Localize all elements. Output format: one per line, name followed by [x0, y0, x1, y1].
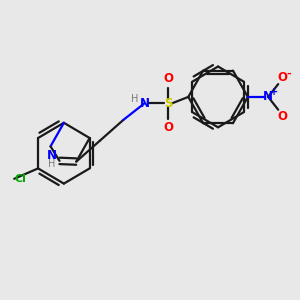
Text: N: N	[140, 97, 149, 110]
Text: O: O	[277, 70, 287, 84]
Text: O: O	[163, 72, 173, 85]
Text: N: N	[263, 90, 273, 104]
Text: -: -	[287, 69, 292, 79]
Text: H: H	[131, 94, 139, 103]
Text: O: O	[163, 122, 173, 134]
Text: S: S	[164, 97, 172, 110]
Text: O: O	[277, 110, 287, 123]
Text: N: N	[47, 149, 57, 163]
Text: +: +	[270, 87, 278, 97]
Text: H: H	[48, 159, 56, 169]
Text: Cl: Cl	[14, 174, 26, 184]
